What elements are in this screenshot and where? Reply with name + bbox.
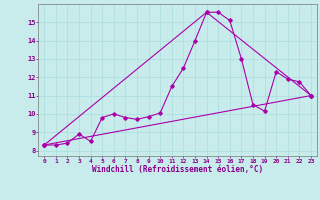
X-axis label: Windchill (Refroidissement éolien,°C): Windchill (Refroidissement éolien,°C) [92,165,263,174]
